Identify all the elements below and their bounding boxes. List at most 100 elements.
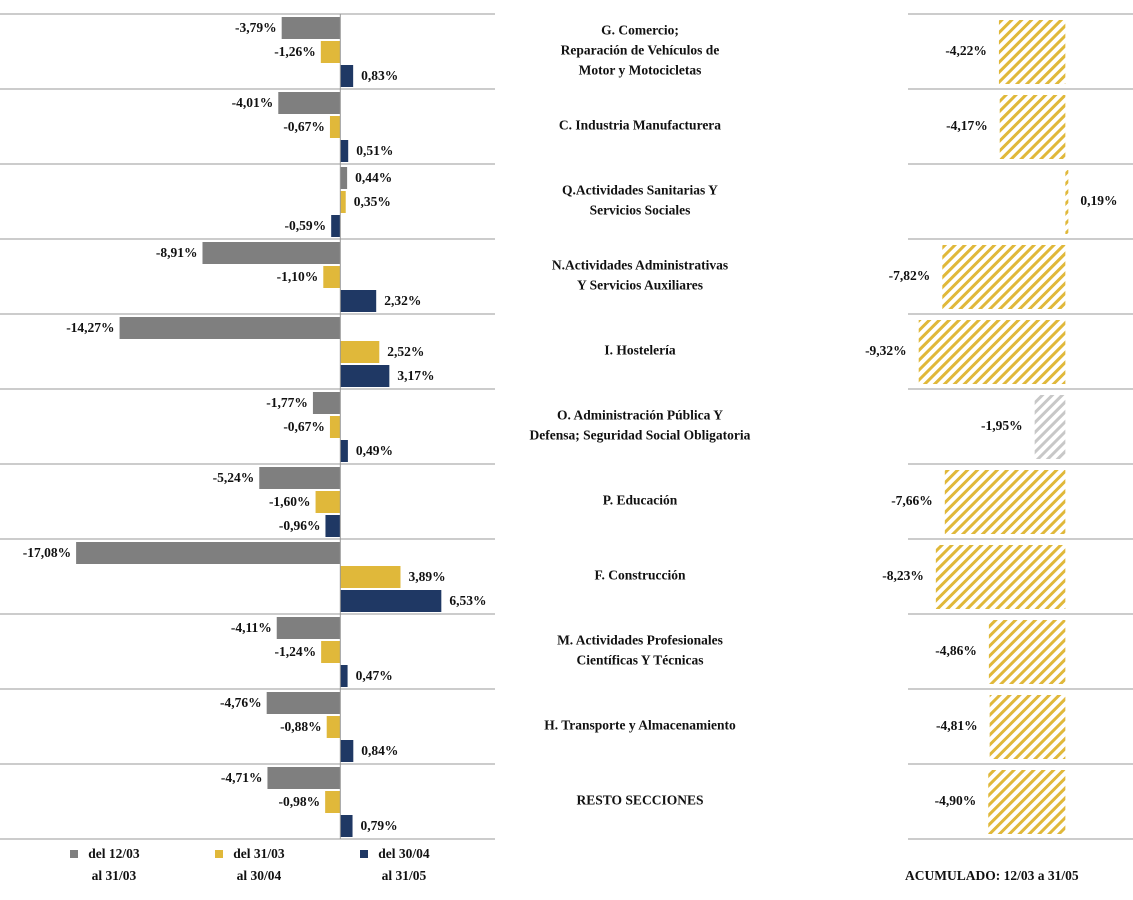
value-label: -5,24%: [213, 470, 255, 485]
legend-line: del 31/03: [233, 846, 285, 861]
value-label: -1,24%: [275, 644, 317, 659]
legend-label: del 12/03 al 31/03: [88, 846, 140, 883]
value-label: -1,77%: [266, 395, 308, 410]
value-label: -1,10%: [277, 269, 319, 284]
category-line: C. Industria Manufacturera: [559, 118, 721, 133]
value-label: -14,27%: [66, 320, 114, 335]
bar: [918, 320, 1066, 384]
legend-line: del 12/03: [88, 846, 140, 861]
bar: [259, 467, 341, 489]
category-label: Q.Actividades Sanitarias Y Servicios Soci…: [562, 183, 718, 218]
bar: [988, 770, 1066, 834]
legend-line: al 30/04: [237, 868, 282, 883]
bar: [999, 95, 1066, 159]
value-label: -7,82%: [889, 268, 931, 283]
value-label: 0,47%: [356, 668, 393, 683]
bar: [340, 290, 377, 312]
category-line: Servicios Sociales: [590, 203, 691, 218]
value-label: 3,89%: [408, 569, 445, 584]
value-label: 0,49%: [356, 443, 393, 458]
bar: [989, 695, 1066, 759]
legend-label: del 31/03 al 30/04: [233, 846, 285, 883]
bar: [329, 416, 341, 438]
bar: [340, 566, 401, 588]
legend-line: al 31/05: [382, 868, 427, 883]
value-label: -4,17%: [946, 118, 988, 133]
category-line: Defensa; Seguridad Social Obligatoria: [530, 428, 751, 443]
category-line: N.Actividades Administrativas: [552, 258, 728, 273]
legend-line: del 30/04: [378, 846, 430, 861]
bar: [340, 440, 348, 462]
bar: [266, 692, 341, 714]
legend-swatch: [70, 850, 78, 858]
legend-label: del 30/04 al 31/05: [378, 846, 430, 883]
bar: [340, 815, 353, 837]
bar: [325, 515, 341, 537]
value-label: 0,84%: [361, 743, 398, 758]
bar: [340, 590, 442, 612]
value-label: -4,76%: [220, 695, 262, 710]
category-line: O. Administración Pública Y: [557, 408, 723, 423]
value-label: 6,53%: [449, 593, 486, 608]
bar: [998, 20, 1066, 84]
bar: [340, 365, 390, 387]
value-label: -4,90%: [935, 793, 977, 808]
bar: [323, 266, 341, 288]
legend-swatch: [360, 850, 368, 858]
bar: [315, 491, 341, 513]
bar: [320, 41, 341, 63]
bar: [119, 317, 341, 339]
category-label: RESTO SECCIONES: [577, 793, 704, 808]
category-label: M. Actividades Profesionales Científicas …: [557, 633, 723, 668]
value-label: 3,17%: [397, 368, 434, 383]
value-label: 2,32%: [384, 293, 421, 308]
bar: [1034, 395, 1066, 459]
bar: [276, 617, 341, 639]
category-line: I. Hostelería: [604, 343, 675, 358]
bar: [935, 545, 1066, 609]
bar: [340, 140, 349, 162]
value-label: 0,19%: [1080, 193, 1117, 208]
category-label: C. Industria Manufacturera: [559, 118, 721, 133]
value-label: 2,52%: [387, 344, 424, 359]
value-label: -4,86%: [935, 643, 977, 658]
chart-title: ACUMULADO: 12/03 a 31/05: [905, 868, 1079, 883]
category-label: P. Educación: [603, 493, 678, 508]
category-line: Reparación de Vehículos de: [561, 43, 720, 58]
category-line: F. Construcción: [594, 568, 685, 583]
legend-swatch: [215, 850, 223, 858]
value-label: -1,26%: [274, 44, 316, 59]
value-label: 0,35%: [354, 194, 391, 209]
bar: [312, 392, 341, 414]
bar: [326, 716, 341, 738]
bar: [202, 242, 341, 264]
value-label: -0,96%: [279, 518, 321, 533]
bar: [281, 17, 341, 39]
value-label: -0,67%: [283, 419, 325, 434]
category-label: F. Construcción: [594, 568, 685, 583]
value-label: -8,23%: [882, 568, 924, 583]
value-label: -7,66%: [891, 493, 933, 508]
value-label: 0,44%: [355, 170, 392, 185]
bar: [340, 65, 354, 87]
category-line: Científicas Y Técnicas: [577, 653, 704, 668]
value-label: -0,98%: [279, 794, 321, 809]
legend-line: al 31/03: [92, 868, 137, 883]
value-label: -0,88%: [280, 719, 322, 734]
bar: [1065, 170, 1069, 234]
value-label: -0,59%: [285, 218, 327, 233]
bar: [988, 620, 1066, 684]
bar: [329, 116, 341, 138]
bar: [325, 791, 341, 813]
value-label: -4,71%: [221, 770, 263, 785]
value-label: 0,79%: [361, 818, 398, 833]
category-label: O. Administración Pública Y Defensa; Segu…: [530, 408, 751, 443]
value-label: -8,91%: [156, 245, 198, 260]
category-line: Y Servicios Auxiliares: [577, 278, 703, 293]
bar: [340, 191, 346, 213]
value-label: -4,11%: [231, 620, 272, 635]
category-line: H. Transporte y Almacenamiento: [544, 718, 736, 733]
category-label: H. Transporte y Almacenamiento: [544, 718, 736, 733]
value-label: 0,83%: [361, 68, 398, 83]
